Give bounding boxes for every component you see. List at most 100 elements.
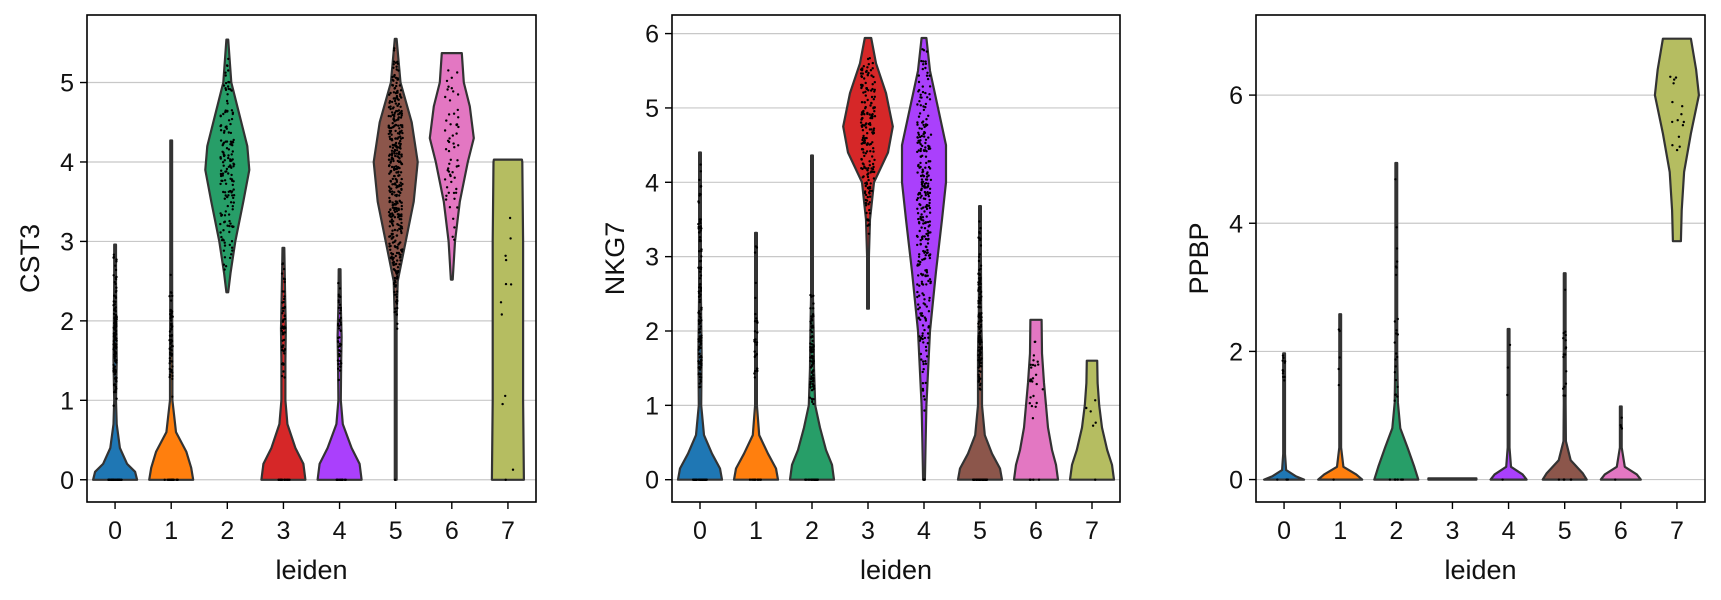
data-point — [921, 85, 924, 88]
data-point — [401, 131, 404, 135]
data-point — [929, 178, 933, 182]
data-point — [219, 212, 222, 215]
data-point — [928, 296, 931, 300]
data-point — [398, 194, 401, 197]
data-point — [920, 188, 923, 192]
data-point — [862, 163, 865, 166]
data-point — [860, 101, 864, 104]
data-point — [1028, 478, 1032, 481]
y-tick-label: 6 — [645, 21, 659, 49]
data-point — [171, 377, 174, 381]
x-tick-label: 0 — [693, 517, 707, 545]
data-point — [337, 322, 340, 326]
data-point — [1394, 478, 1397, 481]
data-point — [227, 57, 230, 61]
data-point — [282, 277, 286, 280]
y-axis-label: PPBP — [1184, 222, 1214, 294]
data-point — [396, 89, 399, 93]
data-point — [977, 314, 981, 317]
data-point — [232, 138, 235, 142]
data-point — [114, 268, 118, 272]
data-point — [171, 478, 174, 481]
violin-ppbp-0 — [1263, 352, 1306, 481]
data-point — [395, 149, 399, 152]
data-point — [698, 386, 701, 389]
data-point — [864, 81, 867, 85]
data-point — [398, 84, 402, 87]
data-point — [922, 368, 925, 371]
violin-group-3 — [1427, 477, 1478, 481]
data-point — [922, 302, 925, 305]
data-point — [229, 222, 232, 225]
data-point — [396, 290, 399, 293]
data-point — [861, 138, 864, 142]
data-point — [1393, 341, 1397, 344]
data-point — [810, 371, 814, 374]
data-point — [398, 218, 401, 221]
data-point — [978, 343, 982, 346]
data-point — [225, 64, 229, 67]
data-point — [869, 150, 872, 153]
data-point — [1401, 478, 1405, 481]
data-point — [923, 235, 926, 238]
data-point — [918, 100, 921, 103]
data-point — [810, 389, 814, 392]
data-point — [392, 79, 395, 82]
data-point — [928, 187, 932, 190]
data-point — [229, 143, 232, 146]
data-point — [397, 190, 400, 193]
data-point — [924, 237, 928, 241]
data-point — [977, 346, 981, 349]
data-point — [390, 149, 394, 152]
data-point — [863, 141, 866, 145]
data-point — [925, 283, 928, 286]
data-point — [225, 167, 229, 171]
data-point — [924, 146, 927, 149]
data-point — [927, 136, 930, 139]
data-point — [387, 114, 390, 118]
data-point — [281, 307, 284, 310]
data-point — [224, 74, 227, 77]
data-point — [1677, 135, 1681, 138]
data-point — [114, 264, 117, 267]
data-point — [1281, 372, 1285, 375]
data-point — [924, 102, 928, 106]
data-point — [393, 165, 396, 169]
violin-group-5 — [956, 205, 1004, 481]
data-point — [926, 77, 930, 81]
data-point — [450, 87, 453, 90]
data-point — [283, 478, 286, 481]
data-point — [112, 369, 115, 372]
plot-frame — [671, 14, 1121, 503]
data-point — [978, 285, 982, 289]
data-point — [455, 123, 459, 126]
data-point — [865, 69, 868, 73]
data-point — [922, 132, 925, 136]
data-point — [168, 295, 171, 298]
data-point — [920, 272, 923, 276]
data-point — [698, 192, 701, 196]
data-point — [114, 338, 117, 341]
data-point — [920, 194, 923, 197]
data-point — [698, 250, 701, 253]
violin-group-0 — [92, 243, 139, 481]
data-point — [980, 361, 983, 365]
data-point — [865, 199, 869, 202]
data-point — [926, 342, 929, 345]
data-point — [228, 224, 231, 228]
data-point — [1395, 329, 1398, 332]
violin-group-3 — [260, 246, 307, 481]
data-point — [867, 224, 871, 227]
data-point — [456, 93, 460, 96]
data-point — [231, 150, 234, 153]
data-point — [916, 171, 919, 174]
data-point — [927, 326, 930, 329]
data-point — [863, 154, 866, 158]
data-point — [394, 129, 397, 133]
data-point — [978, 268, 981, 272]
data-point — [748, 478, 752, 481]
data-point — [978, 354, 981, 357]
data-point — [504, 282, 508, 286]
data-point — [400, 162, 403, 166]
data-point — [982, 478, 986, 481]
